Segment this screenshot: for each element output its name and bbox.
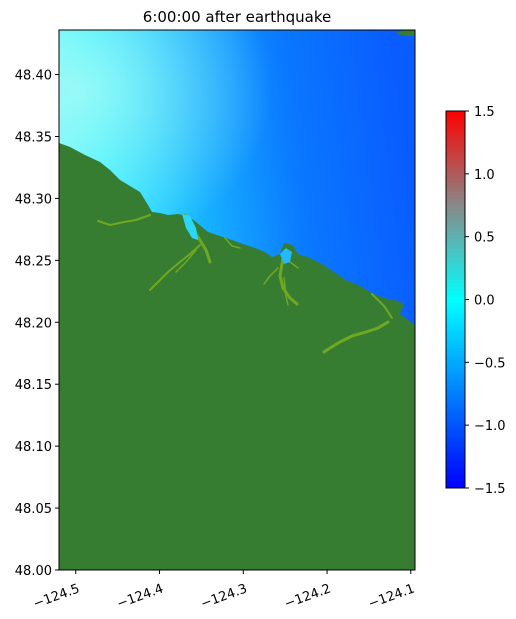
colorbar-gradient [445,110,466,489]
map-title: 6:00:00 after earthquake [143,8,331,26]
x-tick-label: −124.2 [283,581,333,612]
y-axis: 48.40 48.35 48.30 48.25 48.20 48.15 48.10 48.05… [15,69,59,579]
y-tick-label: 48.20 [15,316,52,331]
colorbar-ticks: 1.5 1.0 0.5 0.0 −0.5 −1.0 −1.5 [465,105,506,497]
y-tick-label: 48.35 [15,131,52,146]
headland-tip [395,30,415,36]
colorbar-tick-label: 0.5 [474,231,495,246]
y-tick-label: 48.00 [15,564,52,579]
colorbar-tick-label: 1.5 [474,105,495,120]
map-plot [59,30,415,570]
x-tick-label: −124.5 [31,581,81,612]
x-tick-label: −124.3 [199,581,249,612]
colorbar-tick-label: 0.0 [474,294,495,309]
y-tick-label: 48.05 [15,502,52,517]
land-area [59,143,415,570]
colorbar-tick-label: 1.0 [474,168,495,183]
x-tick-label: −124.1 [366,581,416,612]
y-tick-label: 48.15 [15,378,52,393]
estuary-water [182,214,198,240]
y-tick-label: 48.30 [15,192,52,207]
colorbar-tick-label: −0.5 [474,356,506,371]
river-features [97,213,393,354]
colorbar-tick-label: −1.5 [474,482,506,497]
colorbar: 1.5 1.0 0.5 0.0 −0.5 −1.0 −1.5 [445,105,506,497]
y-tick-label: 48.40 [15,69,52,84]
plot-frame [58,29,416,571]
x-tick-label: −124.4 [115,581,165,612]
x-axis: −124.5 −124.4 −124.3 −124.2 −124.1 [31,570,417,612]
y-tick-label: 48.10 [15,440,52,455]
y-tick-label: 48.25 [15,254,52,269]
estuary-water-2 [280,248,292,264]
colorbar-tick-label: −1.0 [474,419,506,434]
